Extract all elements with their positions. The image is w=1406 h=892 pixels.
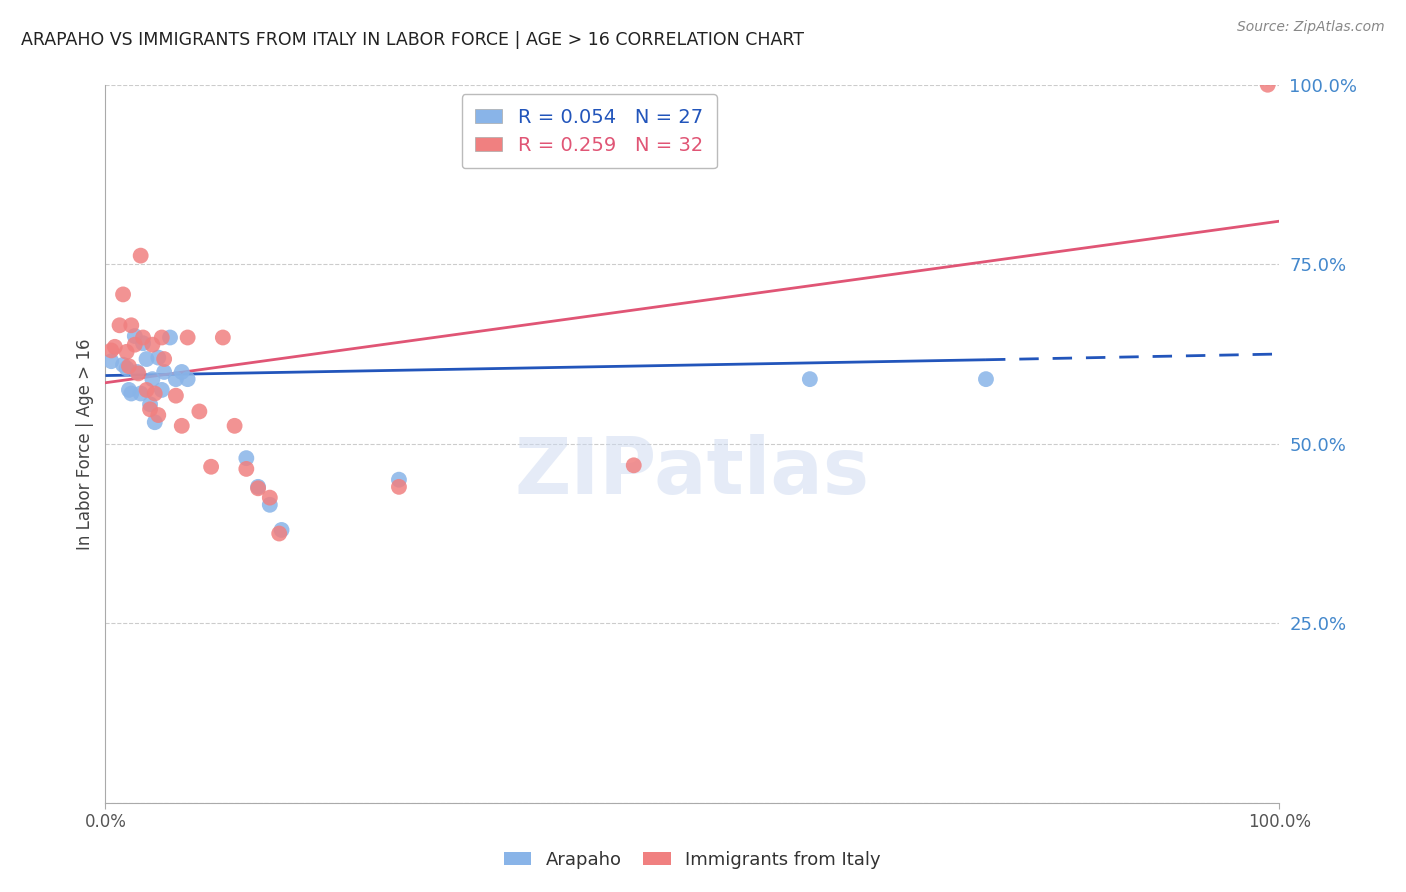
Point [100, 343, 122, 358]
Point [124, 337, 146, 351]
Point [112, 287, 135, 301]
Point [132, 336, 155, 351]
Point [269, 526, 291, 541]
Point [170, 365, 193, 379]
Point [115, 344, 138, 359]
Point [127, 367, 149, 381]
Point [388, 480, 411, 494]
Point [129, 249, 152, 263]
Point [135, 352, 157, 367]
Point [165, 372, 187, 386]
Text: ZIPatlas: ZIPatlas [515, 434, 870, 510]
Point [127, 365, 149, 379]
Point [100, 354, 122, 368]
Point [799, 372, 821, 386]
Point [188, 404, 211, 418]
Point [108, 318, 131, 333]
Point [159, 330, 181, 344]
Point [143, 386, 166, 401]
Point [974, 372, 997, 386]
Point [143, 415, 166, 429]
Point [170, 418, 193, 433]
Point [139, 402, 162, 417]
Point [124, 329, 146, 343]
Point [141, 337, 163, 351]
Point [112, 358, 135, 372]
Point [623, 458, 645, 473]
Point [120, 386, 142, 401]
Point [141, 372, 163, 386]
Point [115, 361, 138, 376]
Point [259, 498, 281, 512]
Point [247, 481, 270, 495]
Point [104, 340, 127, 354]
Point [139, 397, 162, 411]
Point [148, 408, 170, 422]
Point [153, 352, 176, 367]
Point [200, 459, 222, 474]
Point [224, 418, 246, 433]
Point [176, 372, 198, 386]
Point [211, 330, 233, 344]
Text: ARAPAHO VS IMMIGRANTS FROM ITALY IN LABOR FORCE | AGE > 16 CORRELATION CHART: ARAPAHO VS IMMIGRANTS FROM ITALY IN LABO… [21, 31, 804, 49]
Point [150, 383, 173, 397]
Y-axis label: In Labor Force | Age > 16: In Labor Force | Age > 16 [76, 338, 94, 549]
Point [1257, 78, 1279, 92]
Point [235, 462, 257, 476]
Point [388, 473, 411, 487]
Point [235, 451, 257, 466]
Point [150, 330, 173, 344]
Point [153, 365, 176, 379]
Point [176, 330, 198, 344]
Point [118, 359, 141, 374]
Point [247, 480, 270, 494]
Legend: Arapaho, Immigrants from Italy: Arapaho, Immigrants from Italy [498, 844, 887, 876]
Point [132, 330, 155, 344]
Point [120, 318, 142, 333]
Point [118, 383, 141, 397]
Point [129, 386, 152, 401]
Point [148, 351, 170, 365]
Point [165, 389, 187, 403]
Point [135, 383, 157, 397]
Point [259, 491, 281, 505]
Point [270, 523, 292, 537]
Text: Source: ZipAtlas.com: Source: ZipAtlas.com [1237, 20, 1385, 34]
